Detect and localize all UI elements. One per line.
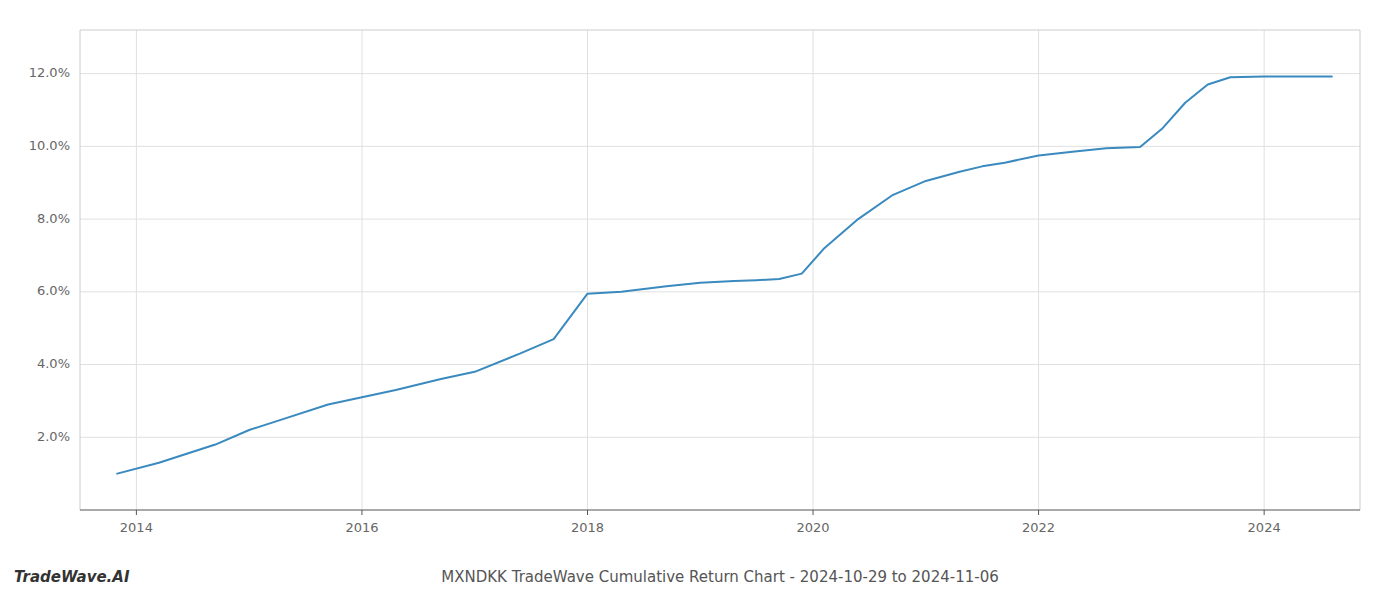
x-grid-line [136,30,137,510]
x-tick-label: 2020 [796,520,829,535]
x-tick-label: 2014 [120,520,153,535]
background [0,0,1400,600]
y-grid-line [80,437,1360,438]
x-grid-line [1038,30,1039,510]
x-tick-mark [813,510,814,515]
plot-area [117,77,1332,474]
x-grid-line [1264,30,1265,510]
x-tick-mark [136,510,137,515]
x-tick-label: 2024 [1248,520,1281,535]
y-grid-line [80,146,1360,147]
frame-top [80,30,1360,31]
y-axis-line [80,30,81,510]
y-grid-line [80,219,1360,220]
x-tick-mark [587,510,588,515]
frame-right [1360,30,1361,510]
line [117,77,1332,474]
y-tick-label: 4.0% [37,356,70,371]
x-grid-line [587,30,588,510]
x-tick-mark [1038,510,1039,515]
y-tick-label: 2.0% [37,429,70,444]
title: MXNDKK TradeWave Cumulative Return Chart… [441,568,998,586]
grid [80,30,1360,510]
x-grid-line [361,30,362,510]
y-grid-line [80,73,1360,74]
x-tick-label: 2016 [345,520,378,535]
watermark: TradeWave.AI [14,568,130,586]
y-tick-label: 10.0% [29,138,70,153]
y-tick-label: 8.0% [37,211,70,226]
x-axis-line [80,509,1360,510]
x-grid-line [813,30,814,510]
y-tick-label: 12.0% [29,65,70,80]
x-tick-label: 2022 [1022,520,1055,535]
y-grid-line [80,364,1360,365]
x-tick-label: 2018 [571,520,604,535]
x-tick-mark [361,510,362,515]
x-tick-mark [1264,510,1265,515]
y-tick-label: 6.0% [37,283,70,298]
axes: 2.0% 4.0% 6.0% 8.0% 10.0% 12.0% 2014 2016 2018 20… [29,30,1360,535]
y-grid-line [80,291,1360,292]
chart: 2.0% 4.0% 6.0% 8.0% 10.0% 12.0% 2014 2016 2018 20… [0,0,1400,600]
